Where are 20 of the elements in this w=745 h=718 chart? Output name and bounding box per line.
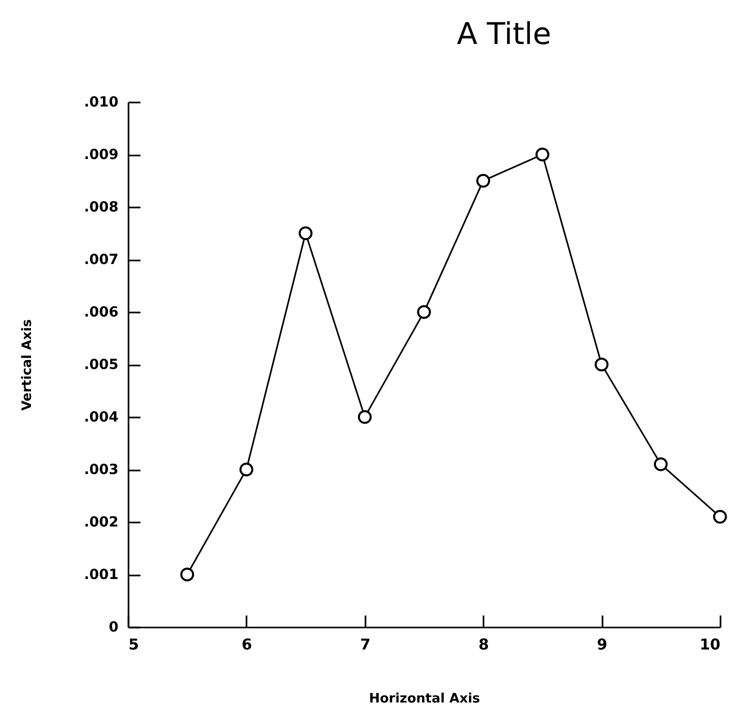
y-tick-label: .003 bbox=[84, 462, 118, 478]
y-tick-label: .005 bbox=[84, 357, 118, 373]
x-tick-label: 10 bbox=[700, 636, 720, 654]
x-axis-title: Horizontal Axis bbox=[368, 692, 480, 706]
x-tick-label: 7 bbox=[360, 636, 371, 654]
x-tick-label: 9 bbox=[596, 636, 608, 654]
x-tick-label: 6 bbox=[242, 636, 252, 654]
y-tick-label: .007 bbox=[84, 252, 118, 268]
x-tick-label: 5 bbox=[128, 636, 139, 654]
y-tick-label: .002 bbox=[84, 514, 118, 530]
x-tick-label: 8 bbox=[478, 636, 489, 654]
chart-title: A Title bbox=[456, 17, 552, 52]
y-tick-label: .009 bbox=[84, 147, 118, 163]
y-tick-label: 0 bbox=[108, 620, 119, 636]
y-axis-title: Vertical Axis bbox=[20, 319, 35, 411]
y-tick-label: .010 bbox=[84, 94, 119, 110]
y-tick-label: .006 bbox=[84, 304, 118, 320]
y-tick-label: .004 bbox=[84, 410, 119, 426]
y-tick-label: .008 bbox=[84, 200, 118, 216]
y-tick-label: .001 bbox=[84, 567, 118, 583]
